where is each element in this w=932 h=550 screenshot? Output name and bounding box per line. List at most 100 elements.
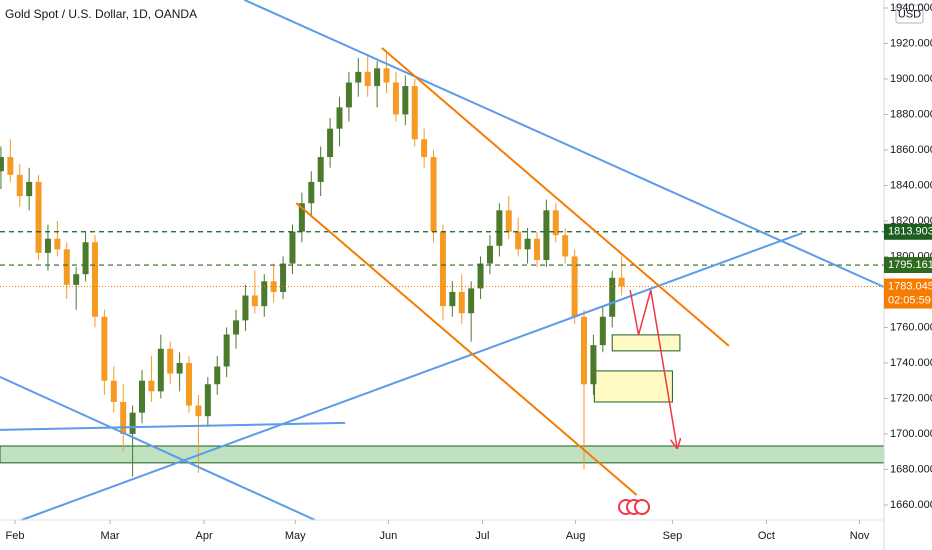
x-tick-label: Mar xyxy=(101,530,120,542)
countdown: 02:05:59 xyxy=(888,294,931,306)
candle-body xyxy=(261,281,268,307)
candle-body xyxy=(242,295,249,321)
candle-body xyxy=(214,366,221,385)
level-label: 1795.161 xyxy=(888,259,932,271)
candle-body xyxy=(468,288,475,314)
candle-body xyxy=(505,210,512,232)
candle-body xyxy=(552,210,559,236)
x-tick-label: Jun xyxy=(380,530,398,542)
candle-body xyxy=(233,320,240,335)
y-tick-label: 1740.000 xyxy=(890,357,932,369)
trend-line xyxy=(21,232,803,521)
zone xyxy=(593,370,673,403)
candle-body xyxy=(167,348,174,374)
candle-body xyxy=(16,174,23,197)
trend-line xyxy=(295,202,638,496)
candle-body xyxy=(26,181,33,197)
candle-body xyxy=(129,412,136,434)
candle-body xyxy=(402,86,409,115)
y-tick-label: 1760.000 xyxy=(890,321,932,333)
candle-body xyxy=(44,238,51,253)
level-label-box xyxy=(884,223,932,240)
candle-body xyxy=(392,82,399,115)
y-tick-label: 1720.000 xyxy=(890,392,932,404)
currency: USD xyxy=(898,8,921,20)
candle-body xyxy=(308,181,315,204)
y-tick-label: 1880.000 xyxy=(890,108,932,120)
candle-body xyxy=(157,348,164,392)
candle-body xyxy=(7,157,14,175)
candle-body xyxy=(590,345,597,385)
candle-body xyxy=(364,71,371,87)
x-tick-label: Oct xyxy=(758,530,775,542)
candle-body xyxy=(524,238,531,250)
candle-body xyxy=(63,249,70,285)
candle-body xyxy=(515,231,522,250)
candle-body xyxy=(327,128,334,158)
candle-body xyxy=(91,242,98,317)
candle-body xyxy=(486,245,493,264)
candle-body xyxy=(543,210,550,260)
candle-body xyxy=(298,203,305,232)
candle-body xyxy=(110,380,117,402)
candle-body xyxy=(345,82,352,108)
last-price-box xyxy=(884,278,932,309)
candle-body xyxy=(430,157,437,232)
x-tick-label: Aug xyxy=(566,530,586,542)
y-tick-label: 1680.000 xyxy=(890,463,932,475)
y-tick-label: 1660.000 xyxy=(890,499,932,511)
y-tick-label: 1860.000 xyxy=(890,144,932,156)
trend-line xyxy=(0,421,346,431)
candle-body xyxy=(204,384,211,417)
x-tick-label: Nov xyxy=(850,530,870,542)
candle-body xyxy=(251,295,258,307)
x-tick-label: May xyxy=(285,530,306,542)
candle-body xyxy=(73,274,80,285)
candle-body xyxy=(411,86,418,140)
candle-body xyxy=(562,235,569,257)
y-tick-label: 1920.000 xyxy=(890,37,932,49)
x-tick-label: Feb xyxy=(6,530,25,542)
x-tick-label: Apr xyxy=(196,530,213,542)
candle-body xyxy=(54,238,61,250)
candle-body xyxy=(383,68,390,83)
trend-line xyxy=(244,0,885,288)
candle-body xyxy=(120,401,127,434)
candle-body xyxy=(186,362,193,406)
last-price-label: 1783.045 xyxy=(888,280,932,292)
candle-body xyxy=(82,242,89,275)
y-tick-label: 1900.000 xyxy=(890,73,932,85)
event-icons xyxy=(618,499,650,515)
x-tick-label: Sep xyxy=(663,530,683,542)
candle-body xyxy=(139,380,146,413)
candle-body xyxy=(458,291,465,314)
candle-body xyxy=(195,405,202,417)
y-tick-label: 1700.000 xyxy=(890,428,932,440)
candle-body xyxy=(581,316,588,385)
candle-body xyxy=(317,157,324,182)
chart-title: Gold Spot / U.S. Dollar, 1D, OANDA xyxy=(5,7,197,21)
candle-body xyxy=(421,139,428,158)
candle-body xyxy=(533,238,540,260)
candle-body xyxy=(609,277,616,317)
trend-line xyxy=(629,289,677,448)
candle-body xyxy=(374,68,381,87)
y-tick-label: 1840.000 xyxy=(890,179,932,191)
plot-area xyxy=(0,0,885,521)
zone xyxy=(611,334,681,352)
trend-line xyxy=(0,376,316,521)
candle-body xyxy=(496,210,503,246)
level-label: 1813.903 xyxy=(888,226,932,238)
candle-body xyxy=(355,71,362,83)
candle-body xyxy=(571,256,578,317)
currency-box[interactable] xyxy=(895,4,924,24)
candle-body xyxy=(449,291,456,307)
candle-body xyxy=(101,316,108,381)
candle-body xyxy=(176,362,183,374)
candle-body xyxy=(0,157,4,172)
candle-body xyxy=(618,277,625,287)
trend-line xyxy=(381,47,730,347)
candle-body xyxy=(148,380,155,392)
candle-body xyxy=(599,316,606,346)
